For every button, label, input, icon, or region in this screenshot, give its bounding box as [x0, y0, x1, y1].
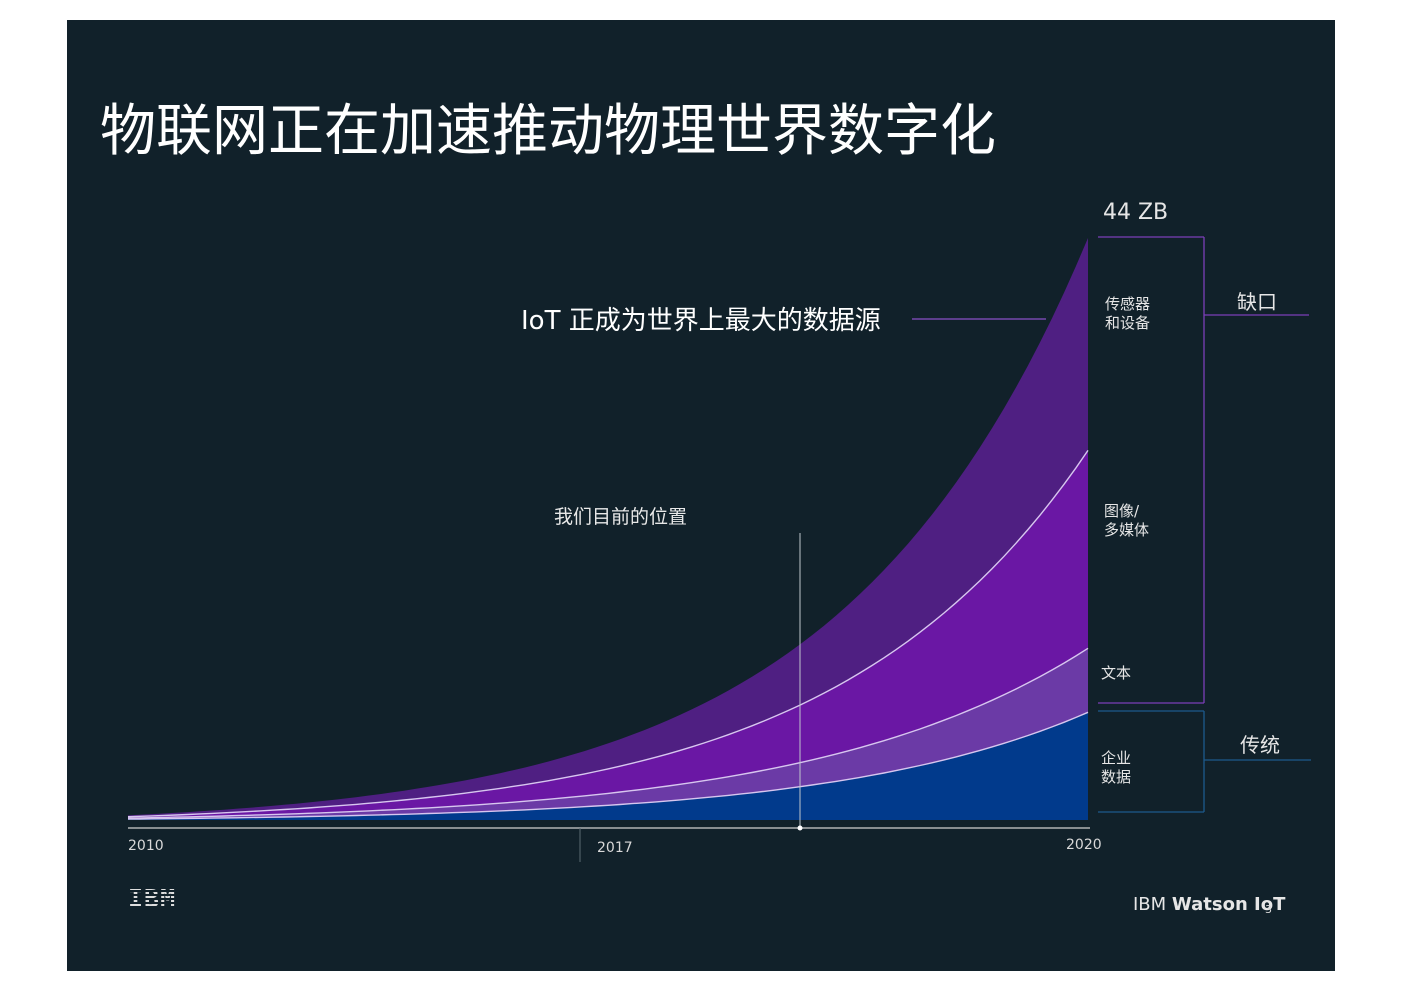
area-images-media	[128, 450, 1088, 819]
brand-watson-iot: IBM Watson IoT	[1133, 894, 1286, 915]
area-sensors	[128, 238, 1088, 817]
page-title: 物联网正在加速推动物理世界数字化	[100, 99, 996, 164]
series-boundary-line	[127, 647, 1089, 819]
legend-enterprise-data: 企业 数据	[1101, 749, 1132, 786]
area-text	[128, 648, 1088, 820]
group-label-gap: 缺口	[1237, 290, 1277, 314]
legend-sensors: 传感器 和设备	[1105, 295, 1151, 332]
series-boundary-line	[127, 711, 1089, 820]
current-position-marker	[797, 825, 803, 831]
group-label-traditional: 传统	[1240, 733, 1280, 757]
ibm-logo: IBM	[128, 884, 177, 913]
x-tick-2010: 2010	[128, 838, 164, 854]
page-number: 3	[1265, 903, 1272, 916]
legend-images-media: 图像/ 多媒体	[1104, 502, 1150, 539]
area-enterprise-data	[128, 712, 1088, 820]
annotation-current-position: 我们目前的位置	[554, 506, 688, 528]
legend-text: 文本	[1101, 664, 1132, 682]
series-boundary-line	[127, 450, 1089, 818]
annotation-iot: IoT 正成为世界上最大的数据源	[521, 306, 881, 336]
total-label: 44 ZB	[1103, 200, 1169, 225]
x-tick-2017: 2017	[597, 840, 633, 856]
chart-guides	[128, 236, 1311, 862]
stacked-areas	[127, 238, 1089, 820]
x-tick-2020: 2020	[1066, 837, 1102, 853]
